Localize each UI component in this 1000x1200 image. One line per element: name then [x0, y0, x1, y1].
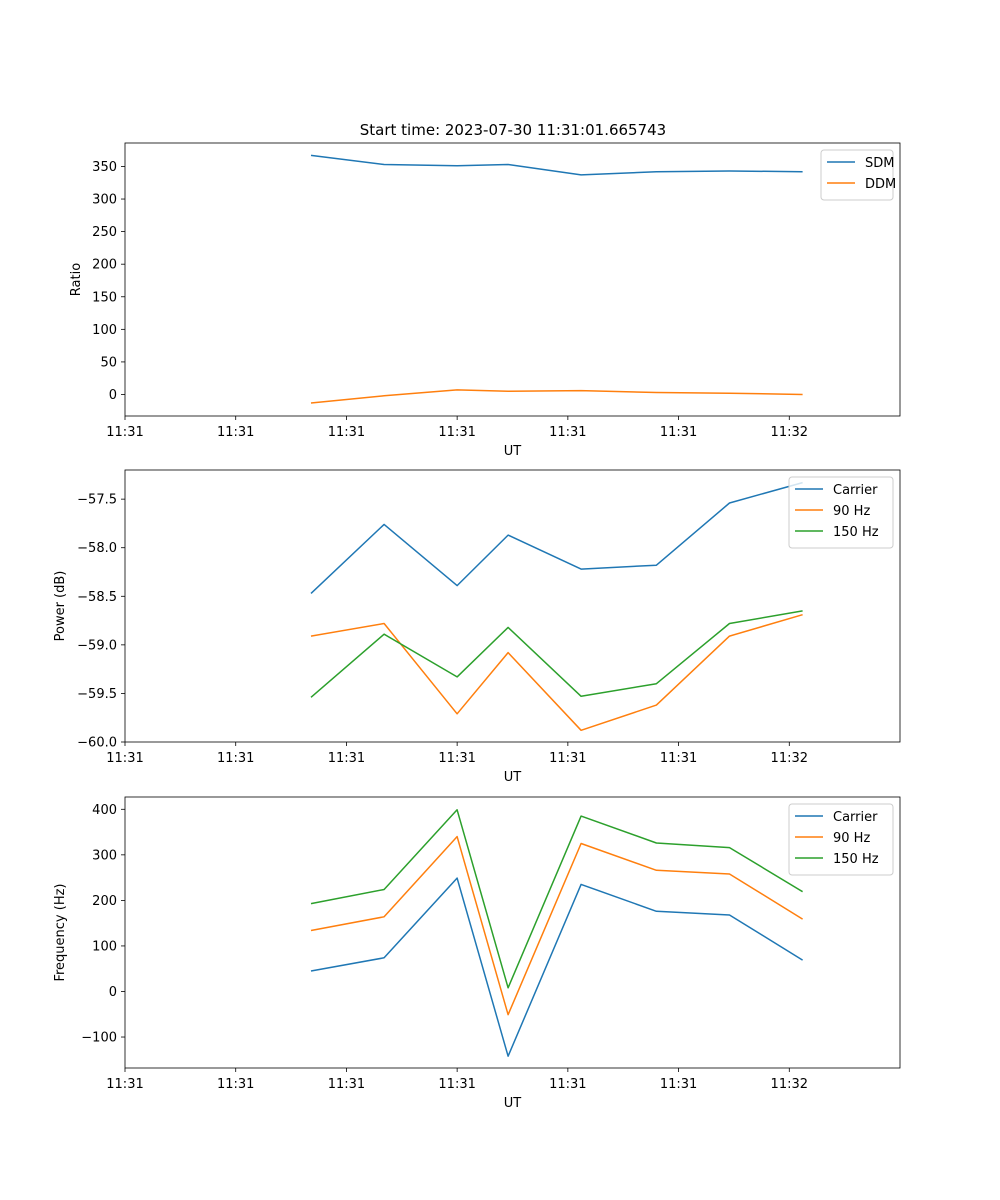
chart-1: 11:31 11:31 11:31 11:31 11:31 11:31 11:32 UT 0 50… [69, 142, 901, 459]
legend: SDM DDM [820, 149, 896, 201]
x-tick-label: 11:31 [438, 751, 475, 766]
legend: Carrier 90 Hz 150 Hz [788, 803, 894, 876]
x-axis-label: UT [504, 444, 522, 459]
legend-label: SDM [865, 156, 894, 171]
legend-label: 90 Hz [833, 504, 870, 519]
legend-label: 150 Hz [833, 852, 879, 867]
x-tick-label: 11:31 [106, 425, 143, 440]
y-tick-label: −100 [81, 1031, 117, 1046]
figure-title: Start time: 2023-07-30 11:31:01.665743 [360, 121, 666, 139]
legend-label: Carrier [833, 810, 878, 825]
x-tick-label: 11:31 [549, 425, 586, 440]
x-tick-label: 11:31 [660, 1077, 697, 1092]
chart-2: 11:31 11:31 11:31 11:31 11:31 11:31 11:32 UT −60… [53, 469, 901, 785]
y-tick-label: 150 [92, 290, 117, 305]
x-axis-label: UT [504, 770, 522, 785]
axes-frame [124, 469, 901, 743]
y-tick-label: 300 [92, 848, 117, 863]
y-tick-label: −60.0 [77, 736, 117, 751]
x-tick-label: 11:32 [771, 1077, 808, 1092]
axes-frame [124, 142, 901, 417]
x-tick-label: 11:31 [328, 425, 365, 440]
x-tick-label: 11:31 [328, 751, 365, 766]
x-tick-label: 11:31 [217, 1077, 254, 1092]
y-axis-label: Power (dB) [53, 571, 68, 642]
y-tick-label: 50 [100, 355, 117, 370]
y-tick-label: 350 [92, 160, 117, 175]
y-tick-label: 0 [109, 388, 117, 403]
x-tick-label: 11:31 [438, 425, 475, 440]
x-tick-label: 11:31 [660, 425, 697, 440]
x-tick-label: 11:32 [771, 425, 808, 440]
legend: Carrier 90 Hz 150 Hz [788, 476, 894, 549]
legend-label: DDM [865, 177, 896, 192]
x-tick-label: 11:31 [549, 751, 586, 766]
y-tick-label: 250 [92, 225, 117, 240]
series-line-150-hz [310, 809, 803, 989]
chart-3: 11:31 11:31 11:31 11:31 11:31 11:31 11:32 UT −10… [53, 796, 901, 1111]
legend-label: 90 Hz [833, 831, 870, 846]
x-tick-label: 11:31 [217, 425, 254, 440]
y-tick-label: 300 [92, 193, 117, 208]
x-tick-label: 11:31 [106, 1077, 143, 1092]
x-tick-label: 11:31 [549, 1077, 586, 1092]
y-axis-label: Frequency (Hz) [53, 883, 68, 981]
y-tick-label: 200 [92, 894, 117, 909]
y-tick-label: −58.0 [77, 541, 117, 556]
y-tick-label: −57.5 [77, 493, 117, 508]
y-tick-label: 100 [92, 323, 117, 338]
x-tick-label: 11:31 [328, 1077, 365, 1092]
x-axis-label: UT [504, 1096, 522, 1111]
series-line-sdm [310, 154, 803, 176]
y-tick-label: −58.5 [77, 590, 117, 605]
series-line-150-hz [310, 610, 803, 698]
y-tick-label: 0 [109, 985, 117, 1000]
axes-frame [124, 796, 901, 1069]
series-line-ddm [310, 389, 803, 404]
y-tick-label: 400 [92, 803, 117, 818]
x-tick-label: 11:32 [771, 751, 808, 766]
y-axis-label: Ratio [69, 263, 84, 296]
series-line-90-hz [310, 613, 803, 732]
x-tick-label: 11:31 [217, 751, 254, 766]
y-tick-label: −59.5 [77, 687, 117, 702]
x-tick-label: 11:31 [106, 751, 143, 766]
y-tick-label: −59.0 [77, 638, 117, 653]
series-line-90-hz [310, 835, 803, 1016]
legend-label: 150 Hz [833, 525, 879, 540]
x-tick-label: 11:31 [660, 751, 697, 766]
x-tick-label: 11:31 [438, 1077, 475, 1092]
series-line-carrier [310, 877, 803, 1057]
legend-label: Carrier [833, 483, 878, 498]
y-tick-label: 100 [92, 939, 117, 954]
series-line-carrier [310, 481, 803, 594]
y-tick-label: 200 [92, 258, 117, 273]
